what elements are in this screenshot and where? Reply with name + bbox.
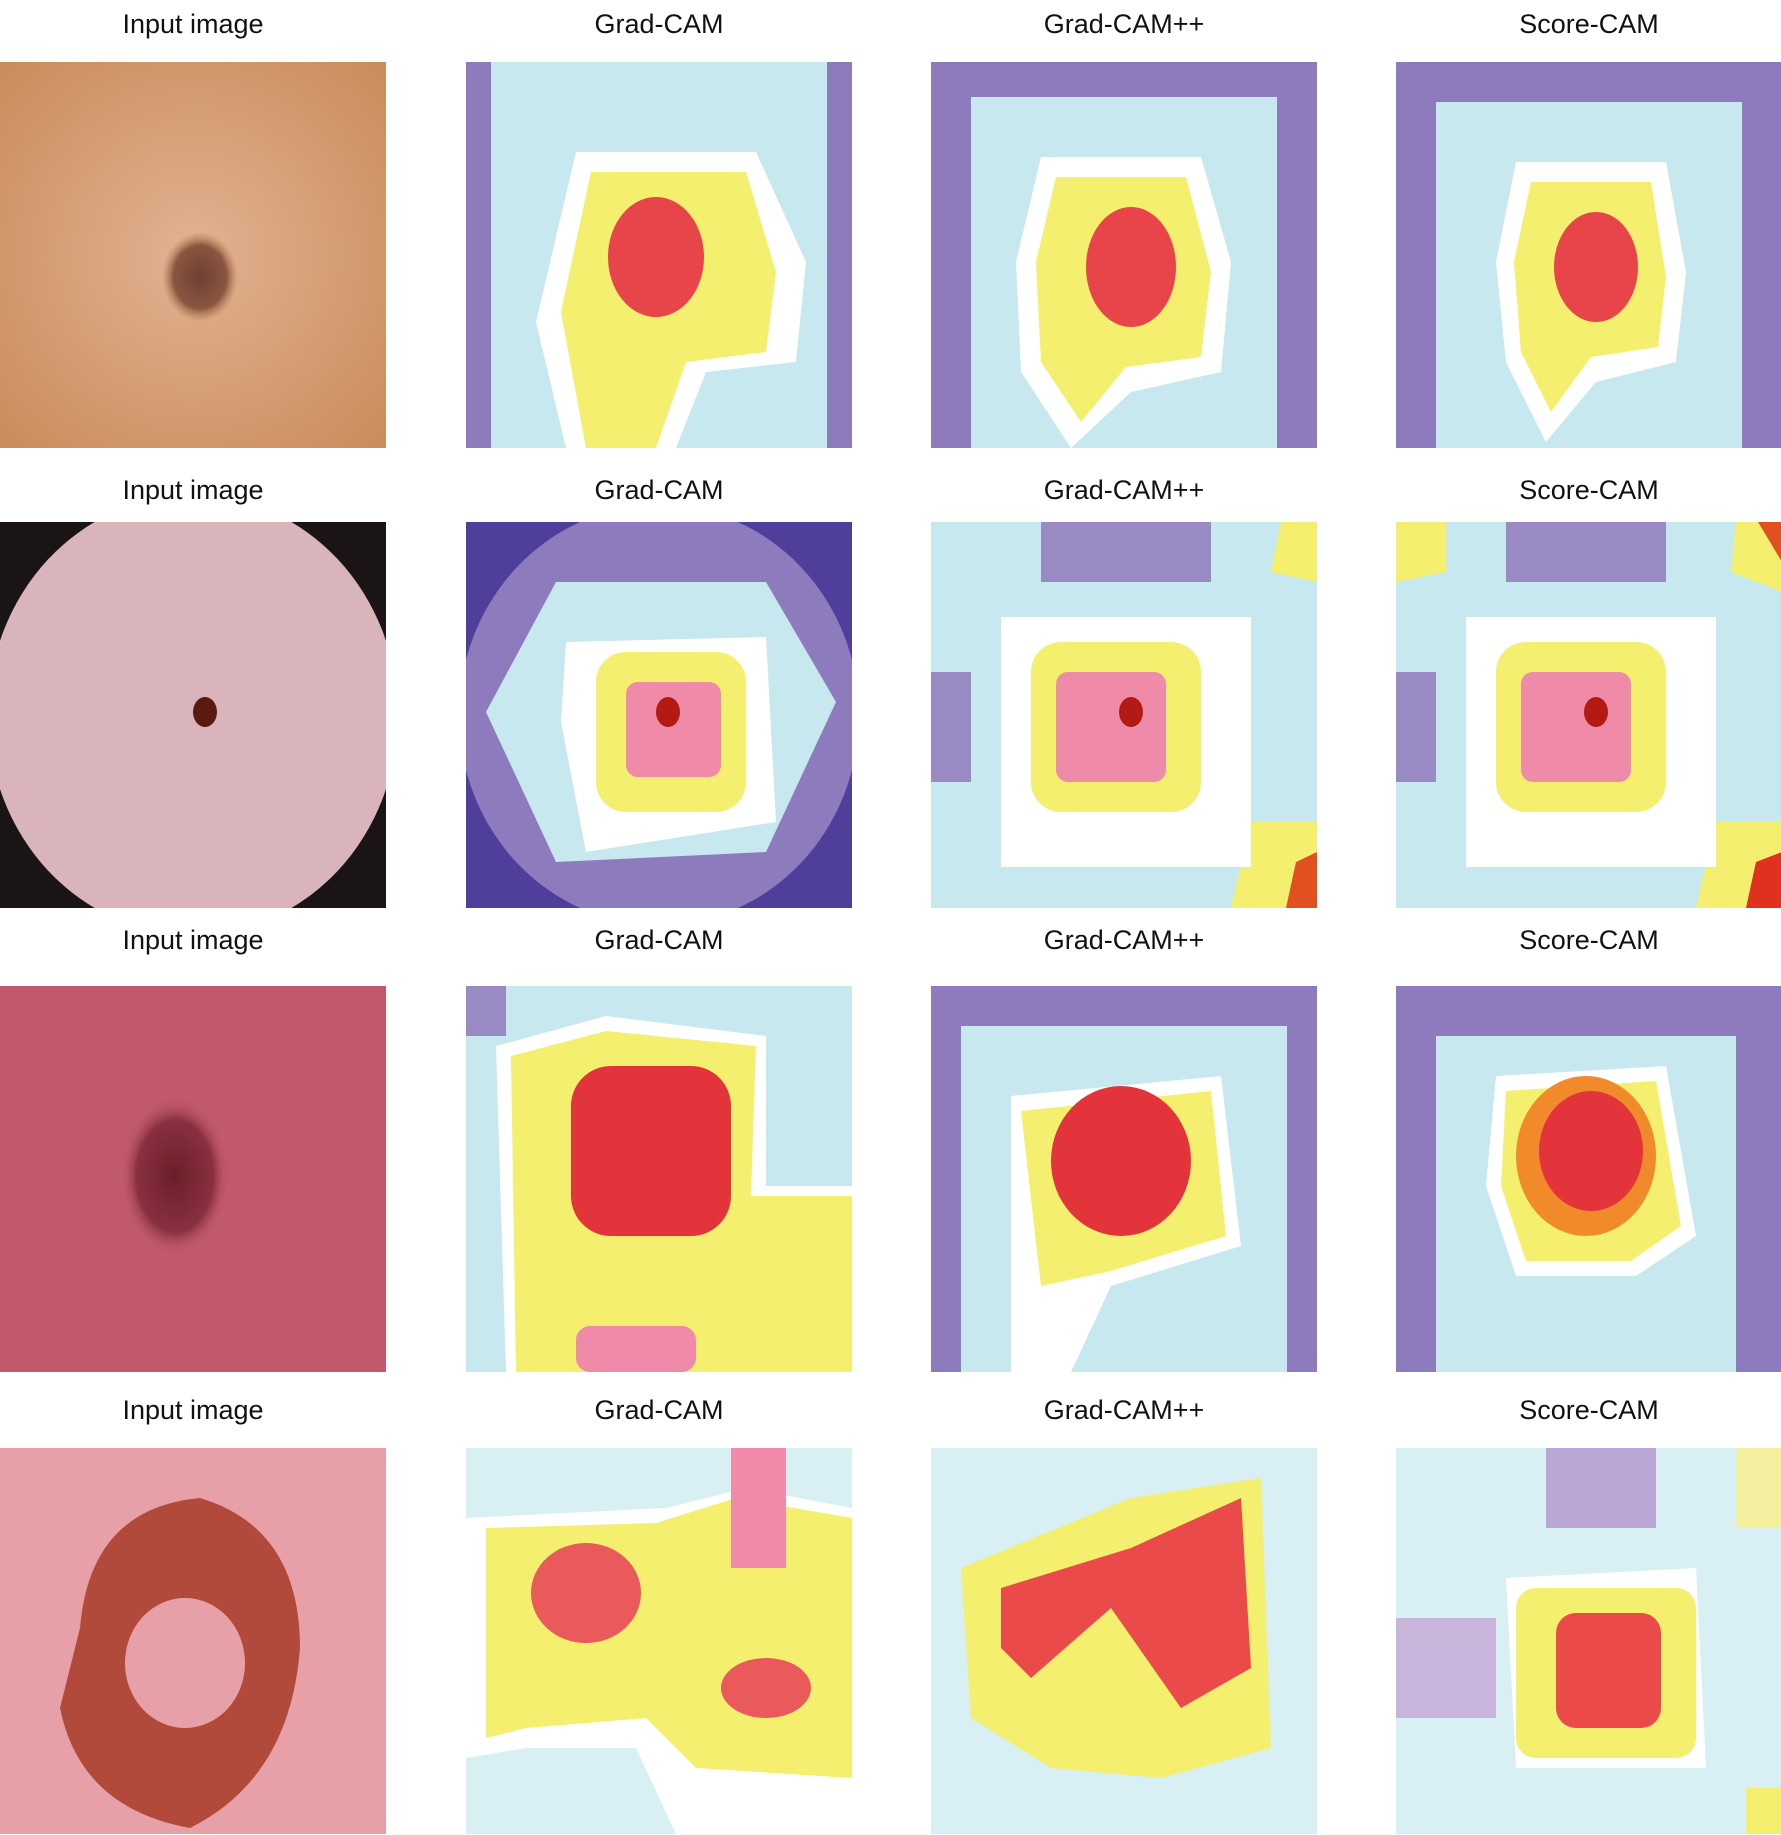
scorecam-heatmap-2 <box>1396 522 1781 908</box>
gradcampp-heatmap-4 <box>931 1448 1317 1834</box>
scorecam-heatmap-3 <box>1396 986 1781 1372</box>
column-label-input: Input image <box>122 1395 264 1425</box>
input-image-1 <box>0 62 386 448</box>
column-label-scorecam: Score-CAM <box>1519 925 1659 955</box>
column-label-scorecam: Score-CAM <box>1519 9 1659 39</box>
gradcampp-heatmap-2 <box>931 522 1317 908</box>
column-label-scorecam: Score-CAM <box>1519 475 1659 505</box>
column-label-input: Input image <box>122 925 264 955</box>
column-label-scorecam: Score-CAM <box>1519 1395 1659 1425</box>
column-label-gradcam: Grad-CAM <box>594 925 724 955</box>
gradcam-heatmap-2 <box>466 522 852 908</box>
column-label-gradcam: Grad-CAM <box>594 475 724 505</box>
scorecam-heatmap-1 <box>1396 62 1781 448</box>
column-label-gradcampp: Grad-CAM++ <box>1043 1395 1205 1425</box>
column-label-gradcampp: Grad-CAM++ <box>1043 9 1205 39</box>
column-label-gradcampp: Grad-CAM++ <box>1043 475 1205 505</box>
gradcampp-heatmap-1 <box>931 62 1317 448</box>
input-image-3 <box>0 986 386 1372</box>
column-label-gradcam: Grad-CAM <box>594 9 724 39</box>
gradcam-heatmap-1 <box>466 62 852 448</box>
gradcam-heatmap-3 <box>466 986 852 1372</box>
column-label-gradcam: Grad-CAM <box>594 1395 724 1425</box>
column-label-gradcampp: Grad-CAM++ <box>1043 925 1205 955</box>
gradcampp-heatmap-3 <box>931 986 1317 1372</box>
scorecam-heatmap-4 <box>1396 1448 1781 1834</box>
gradcam-heatmap-4 <box>466 1448 852 1834</box>
column-label-input: Input image <box>122 9 264 39</box>
input-image-4 <box>0 1448 386 1834</box>
column-label-input: Input image <box>122 475 264 505</box>
input-image-2 <box>0 522 386 908</box>
